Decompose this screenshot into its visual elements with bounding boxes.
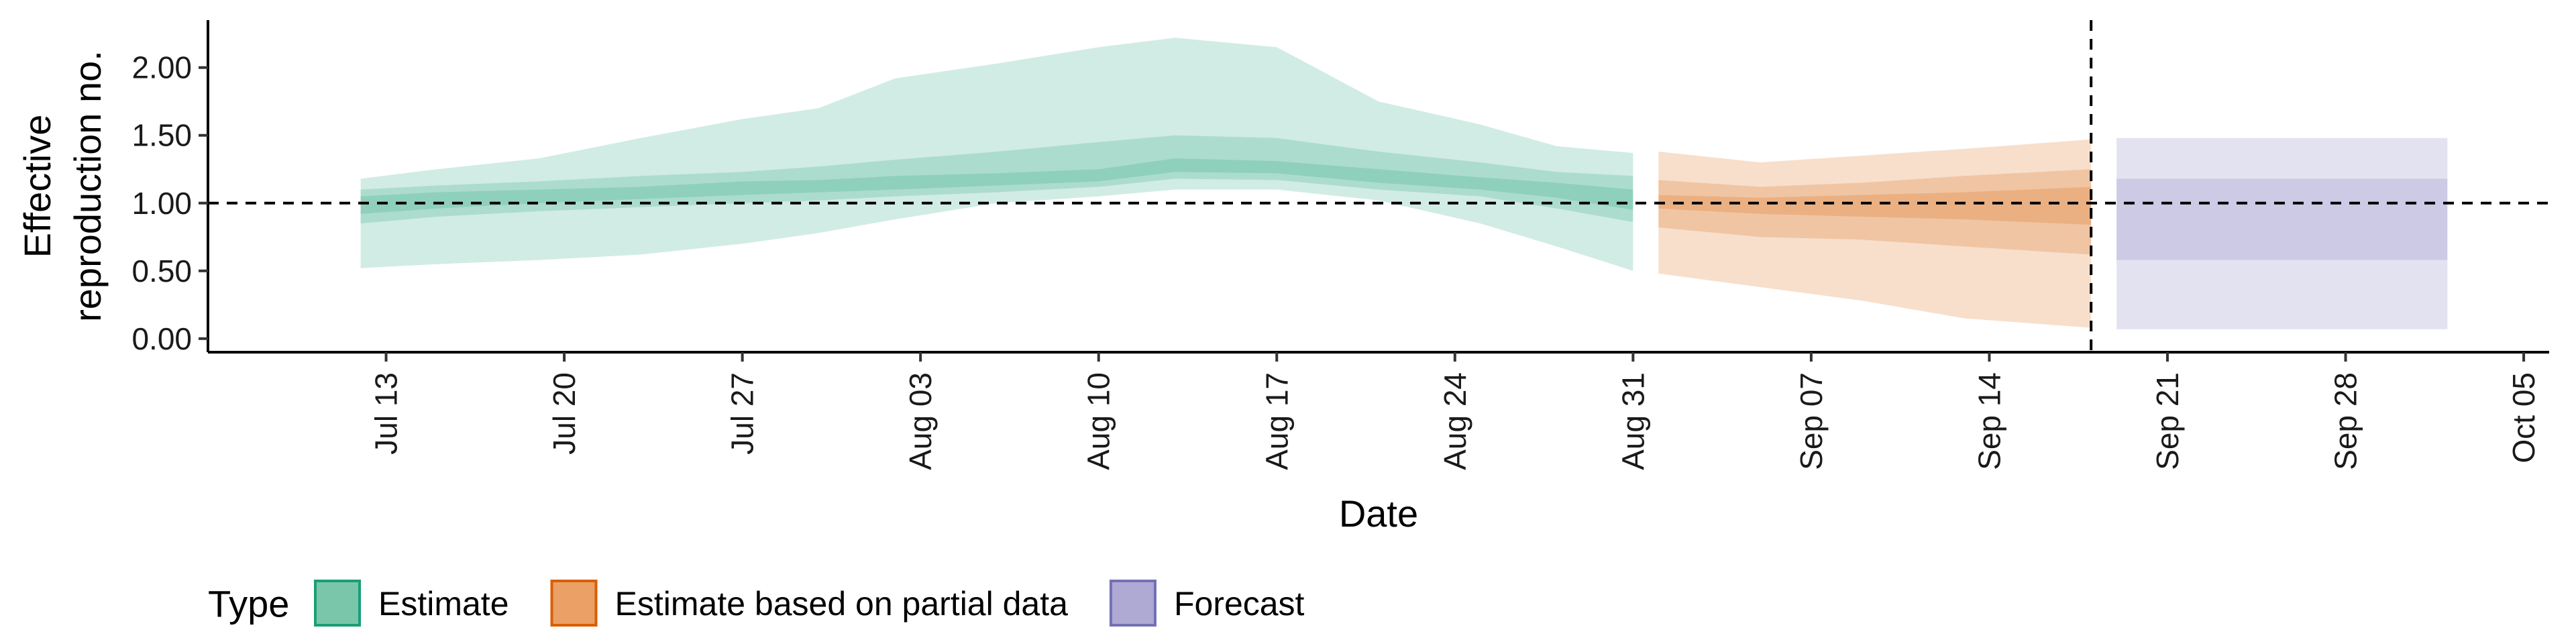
y-tick-label: 2.00 [131,50,192,85]
x-tick-label: Jul 13 [369,372,404,455]
x-axis-title: Date [1339,492,1418,535]
reference-lines [208,20,2549,352]
estimate-based-on-partial-data-band-50 [1658,169,2092,255]
estimate-band-90 [360,38,1633,271]
x-tick-label: Sep 14 [1972,372,2006,470]
y-axis-title-line: reproduction no. [66,50,109,322]
x-tick-label: Oct 05 [2506,372,2541,464]
series-estimate [360,38,1633,271]
x-tick-label: Aug 17 [1259,372,1294,470]
y-tick-label: 1.50 [131,118,192,153]
y-axis-title: Effective reproduction no. [16,50,109,322]
y-tick-label: 1.00 [131,186,192,221]
legend-swatch-estimate-based-on-partial-data [550,580,598,627]
x-tick-label: Aug 24 [1438,372,1472,470]
forecast-band-90 [2116,138,2448,329]
estimate-band-20 [360,158,1633,214]
estimate-band-50 [360,135,1633,224]
legend-label-estimate: Estimate [378,585,509,623]
estimate-based-on-partial-data-band-90 [1658,139,2092,328]
legend-item-estimate: Estimate [314,580,509,627]
legend-item-forecast: Forecast [1109,580,1305,627]
y-tick-label: 0.00 [131,321,192,356]
x-tick-label: Sep 21 [2150,372,2185,470]
x-tick-label: Aug 31 [1615,372,1650,470]
legend-swatch-estimate [314,580,361,627]
legend-label-forecast: Forecast [1174,585,1305,623]
series-estimate-based-on-partial-data [1658,139,2092,328]
axes: 0.00 0.50 1.00 1.50 2.00 Jul 13 Jul 20 Jul 27 Au… [16,20,2549,535]
legend-item-estimate-based-on-partial-data: Estimate based on partial data [550,580,1069,627]
ribbon-layer [360,38,2448,329]
x-tick-label: Sep 07 [1794,372,1829,470]
x-tick-label: Jul 27 [725,372,760,455]
legend-title: Type [208,583,289,625]
x-tick-label: Aug 03 [903,372,938,470]
y-tick-label: 0.50 [131,254,192,288]
forecast-band-50 [2116,178,2448,260]
x-tick-label: Sep 28 [2328,372,2363,470]
y-axis-title-line: Effective [16,115,58,258]
series-forecast [2116,138,2448,329]
x-tick-label: Jul 20 [547,372,582,455]
legend: Type Estimate Estimate based on partial da… [208,580,1305,627]
x-tick-label: Aug 10 [1081,372,1116,470]
legend-label-estimate-based-on-partial-data: Estimate based on partial data [615,585,1069,623]
estimate-based-on-partial-data-band-20 [1658,186,2092,225]
legend-swatch-forecast [1109,580,1157,627]
